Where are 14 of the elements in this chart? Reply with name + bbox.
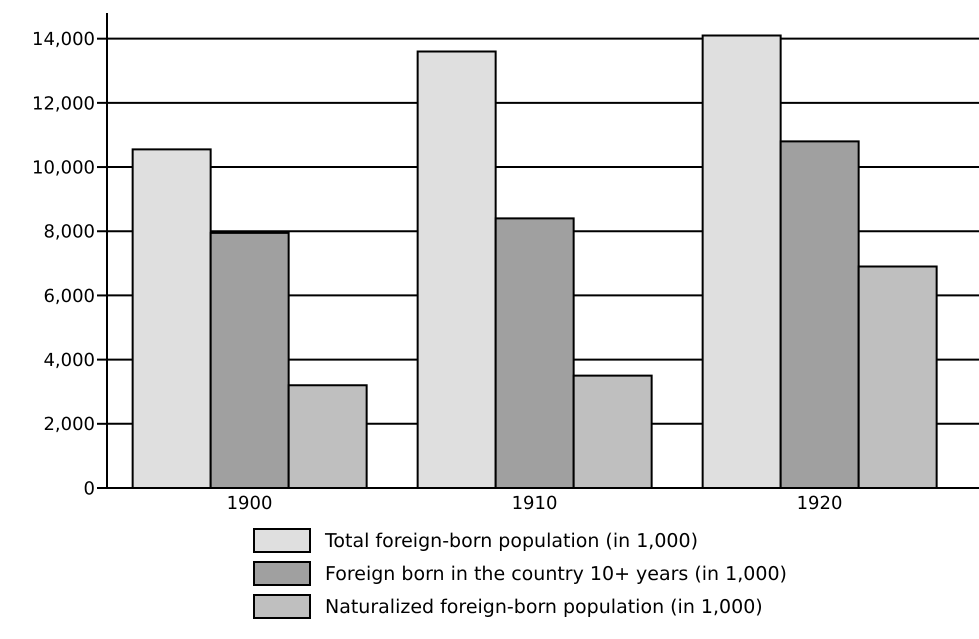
y-tick-label: 2,000: [43, 414, 95, 436]
x-tick-label: 1910: [512, 492, 558, 514]
y-tick-label: 8,000: [43, 222, 95, 243]
y-tick-label: 4,000: [43, 350, 95, 372]
legend-label: Naturalized foreign-born population (in 1,000): [325, 596, 763, 618]
legend-label: Foreign born in the country 10+ years (in 1,000): [325, 562, 787, 584]
x-tick-label: 1900: [226, 492, 272, 514]
y-tick-label: 14,000: [32, 29, 95, 50]
y-tick-label: 0: [84, 478, 95, 500]
y-tick-label: 10,000: [32, 157, 95, 178]
x-tick-label: 1920: [796, 492, 842, 514]
y-tick-label: 12,000: [32, 93, 95, 114]
y-tick-label: 6,000: [43, 286, 95, 307]
legend-label: Total foreign-born population (in 1,000): [325, 530, 698, 552]
